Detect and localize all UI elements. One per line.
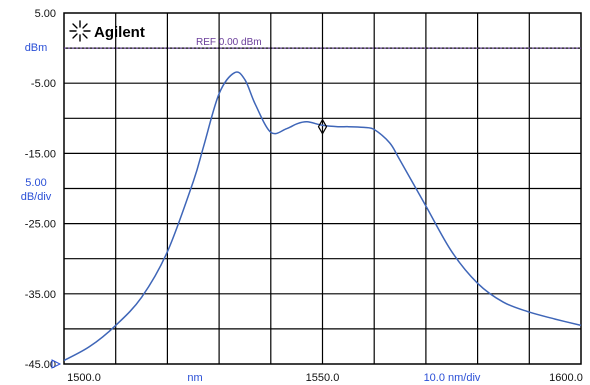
marker-icon (317, 118, 328, 135)
y-tick-label: -35.00 (25, 289, 56, 301)
agilent-spark-icon (69, 20, 91, 42)
x-tick-label: 1550.0 (306, 372, 340, 384)
range-arrow-icon (51, 359, 62, 369)
y-tick-label: -45.00 (25, 359, 56, 371)
brand-logo: Agilent (69, 20, 145, 42)
y-unit-label: dBm (25, 42, 48, 54)
y-tick-label: -25.00 (25, 219, 56, 231)
spectrum-trace (63, 71, 582, 362)
x-tick-label: 1600.0 (549, 372, 583, 384)
y-tick-label: -5.00 (31, 78, 56, 90)
y-scale-unit: dB/div (21, 191, 52, 203)
y-tick-labels: 5.00 -5.00 -15.00 -25.00 -35.00 -45.00 (25, 8, 56, 371)
brand-name: Agilent (94, 24, 145, 41)
x-scale-label: 10.0 nm/div (424, 372, 481, 384)
y-scale-value: 5.00 (25, 177, 46, 189)
y-tick-label: -15.00 (25, 148, 56, 160)
y-tick-label: 5.00 (35, 8, 56, 20)
x-tick-label: 1500.0 (67, 372, 101, 384)
grid (64, 13, 581, 364)
x-unit-label: nm (187, 372, 202, 384)
marker-diamond (317, 118, 328, 135)
x-tick-labels: 1500.0 1550.0 1600.0 (67, 372, 583, 384)
reference-label: REF 0.00 dBm (196, 37, 262, 48)
